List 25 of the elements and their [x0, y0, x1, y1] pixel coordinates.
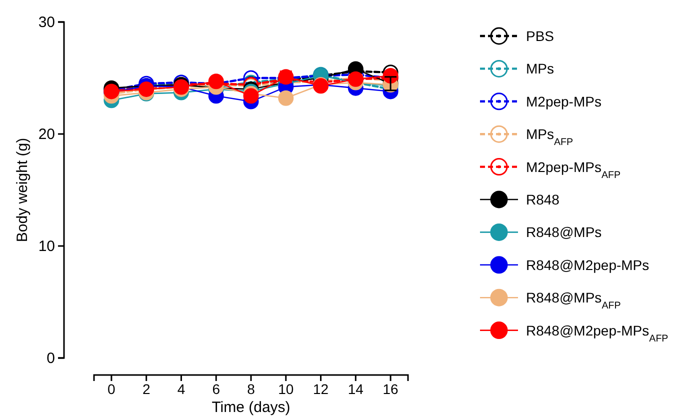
x-tick-label: 10	[278, 380, 294, 397]
x-tick-label: 6	[212, 380, 220, 397]
x-axis-title: Time (days)	[212, 399, 290, 416]
x-tick-label: 4	[177, 380, 186, 397]
y-tick-label: 10	[38, 238, 55, 255]
y-tick-label: 0	[46, 350, 55, 367]
y-axis-title: Body weight (g)	[14, 138, 31, 242]
legend-label: MPs$_{AFP}$	[526, 126, 574, 148]
legend-label: R848@MPs$_{AFP}$	[526, 290, 622, 312]
x-tick-label: 2	[142, 380, 150, 397]
y-tick-label: 20	[38, 126, 55, 143]
legend-label: R848@M2pep-MPs$_{AFP}$	[526, 322, 669, 344]
legend-label: PBS	[526, 28, 554, 44]
legend-label: MPs	[526, 60, 554, 77]
legend-label: M2pep-MPs$_{AFP}$	[526, 158, 621, 180]
legend-label: R848	[526, 192, 560, 208]
x-tick-label: 8	[247, 380, 256, 397]
x-tick-label: 12	[312, 380, 329, 397]
x-tick-label: 14	[348, 380, 364, 397]
legend-label: R848@M2pep-MPs	[526, 256, 650, 273]
y-tick-label: 30	[38, 14, 55, 31]
legend-label: M2pep-MPs	[526, 93, 602, 110]
x-tick-label: 16	[382, 380, 399, 397]
legend-label: R848@MPs	[526, 224, 602, 240]
x-tick-label: 0	[108, 380, 116, 397]
